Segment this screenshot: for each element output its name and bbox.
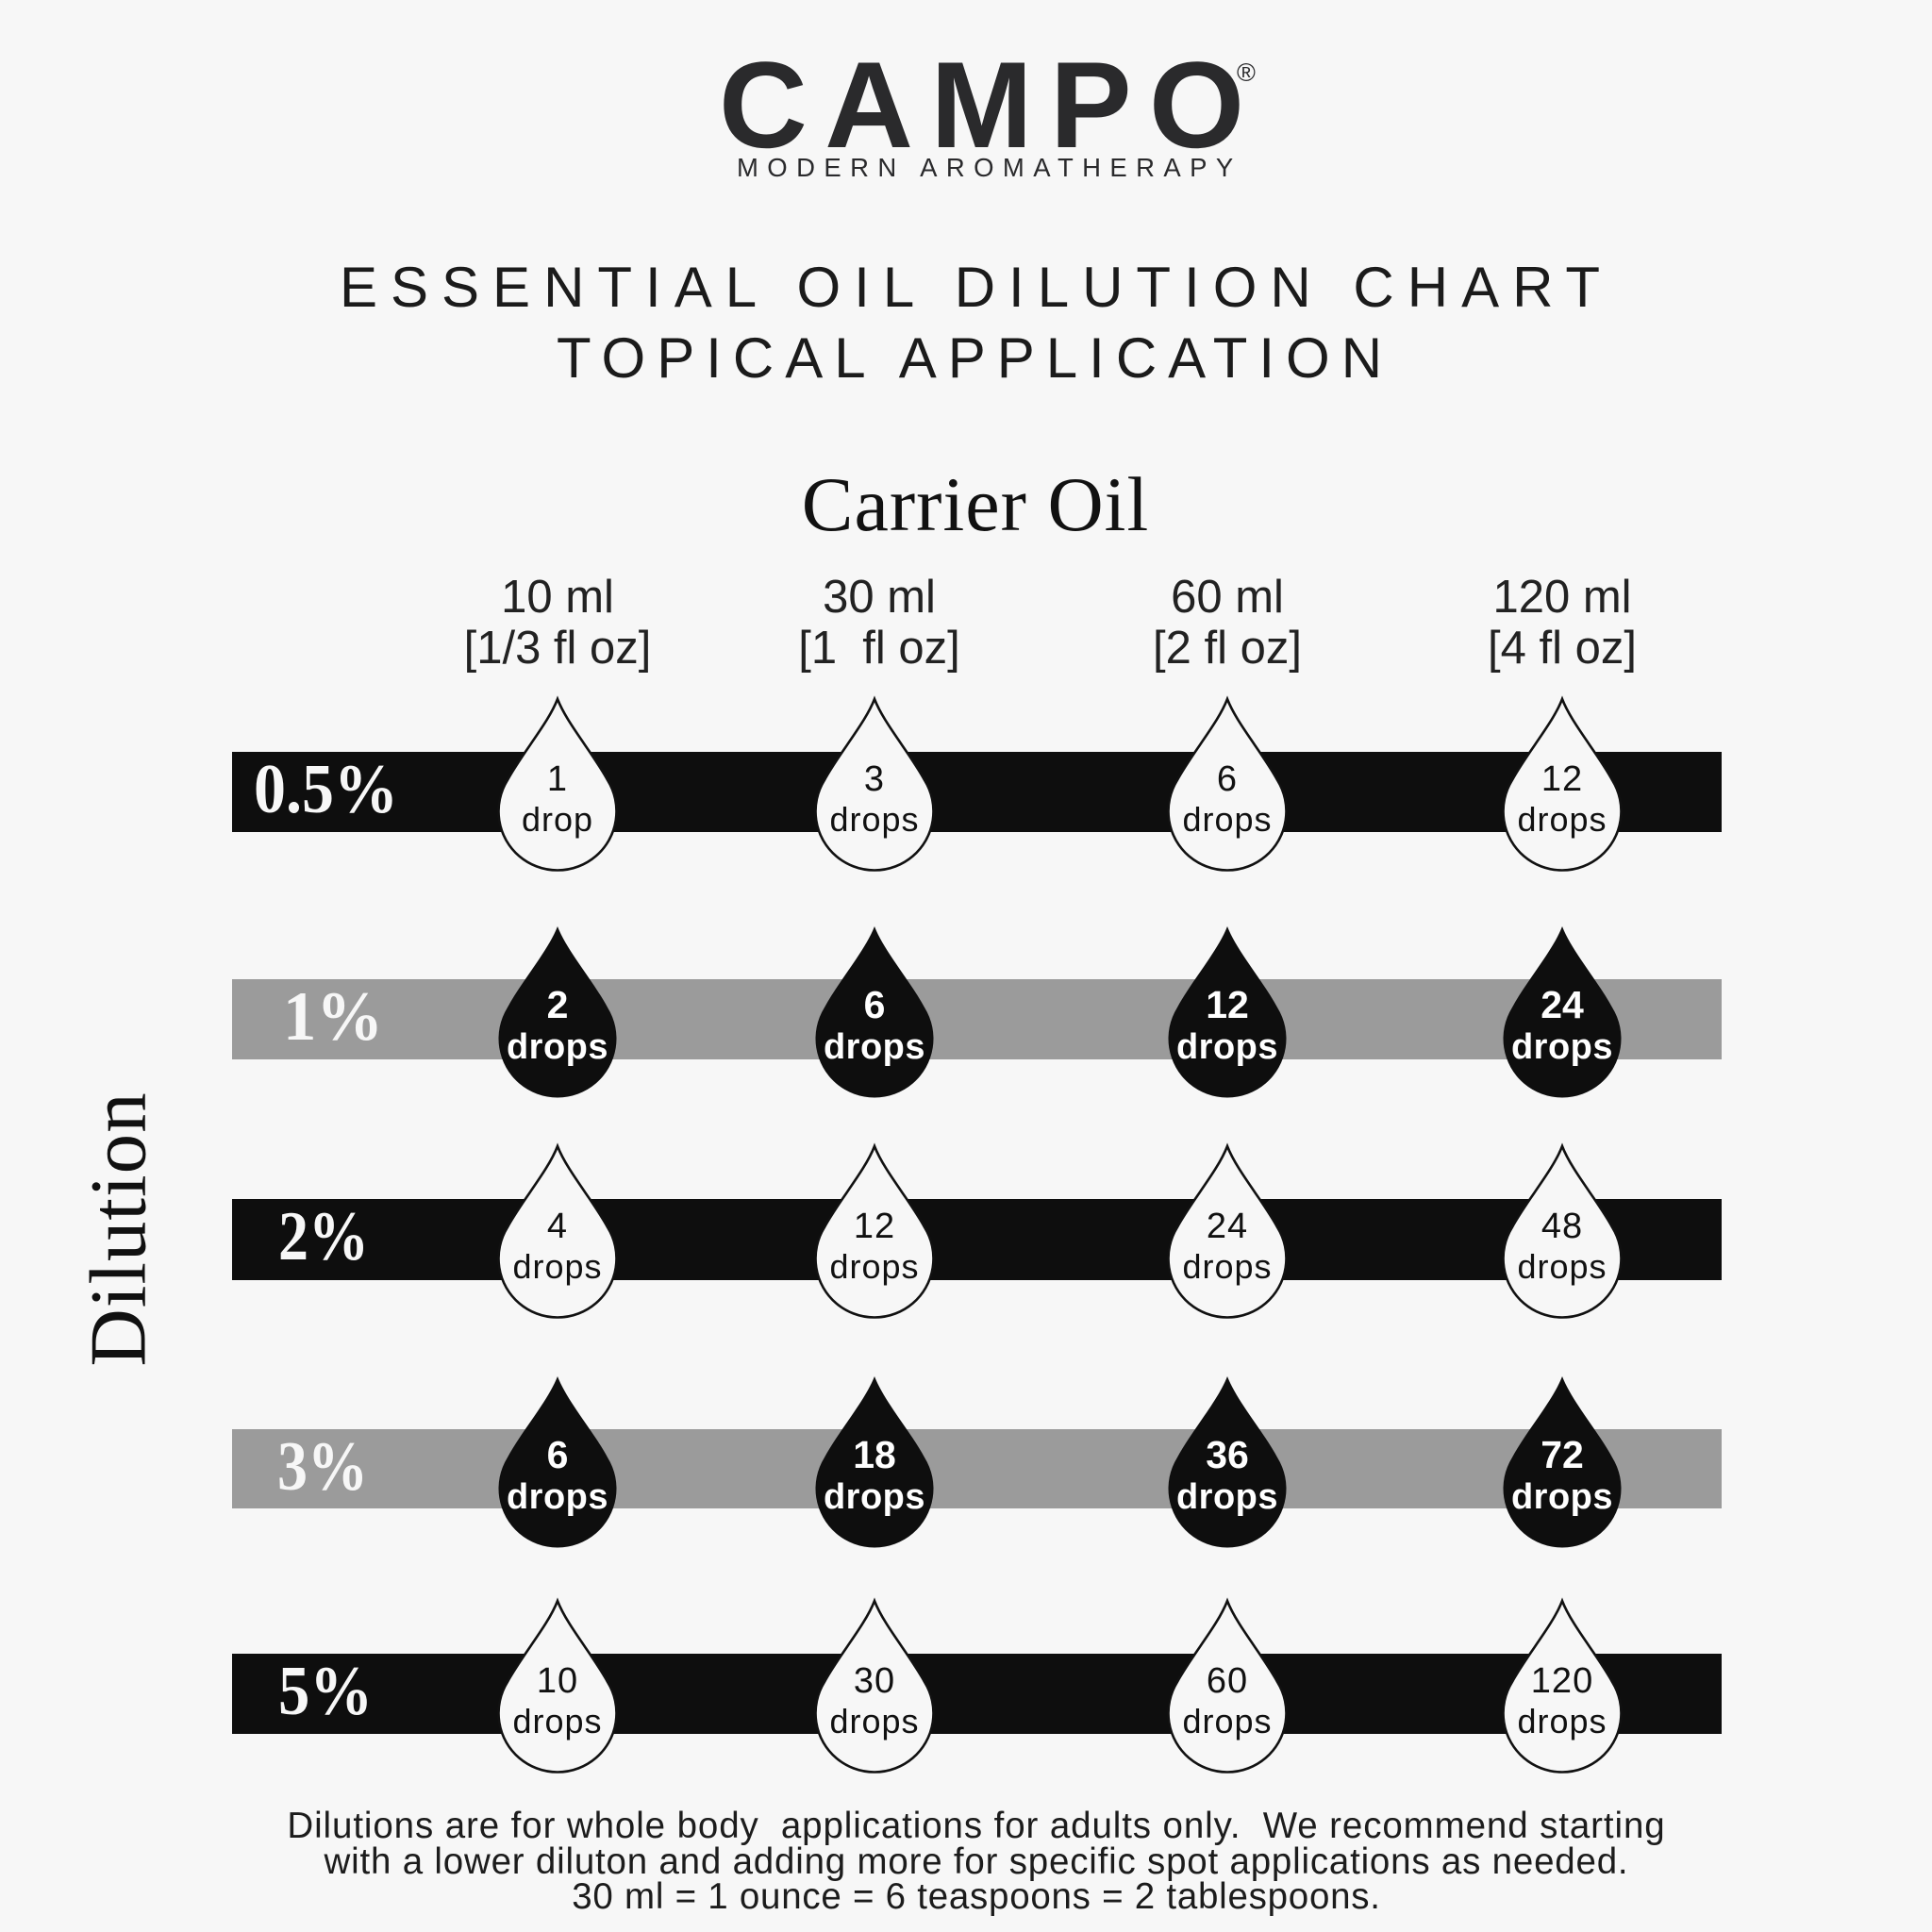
svg-text:drops: drops bbox=[1517, 800, 1607, 839]
svg-text:drops: drops bbox=[1182, 1702, 1272, 1740]
svg-text:3%: 3% bbox=[277, 1428, 368, 1506]
svg-text:drops: drops bbox=[1517, 1702, 1607, 1740]
svg-text:drops: drops bbox=[1182, 1247, 1272, 1286]
svg-text:drops: drops bbox=[1176, 1027, 1278, 1067]
svg-text:24: 24 bbox=[1541, 983, 1584, 1026]
svg-text:drops: drops bbox=[512, 1702, 602, 1740]
svg-text:0.5%: 0.5% bbox=[254, 751, 398, 828]
svg-text:6: 6 bbox=[864, 983, 886, 1026]
svg-text:6: 6 bbox=[547, 1433, 569, 1476]
svg-text:12: 12 bbox=[1541, 759, 1583, 799]
svg-text:36: 36 bbox=[1206, 1433, 1249, 1476]
svg-text:2: 2 bbox=[547, 983, 569, 1026]
svg-text:60: 60 bbox=[1207, 1661, 1248, 1701]
svg-text:12: 12 bbox=[1206, 983, 1249, 1026]
svg-text:drops: drops bbox=[1176, 1477, 1278, 1517]
svg-text:drops: drops bbox=[512, 1247, 602, 1286]
svg-text:drop: drop bbox=[522, 800, 593, 839]
svg-text:drops: drops bbox=[829, 1247, 919, 1286]
svg-text:5%: 5% bbox=[278, 1653, 373, 1730]
svg-text:drops: drops bbox=[824, 1477, 925, 1517]
svg-text:72: 72 bbox=[1541, 1433, 1584, 1476]
svg-text:18: 18 bbox=[853, 1433, 896, 1476]
svg-text:10: 10 bbox=[537, 1661, 578, 1701]
svg-text:12: 12 bbox=[854, 1207, 895, 1246]
svg-text:drops: drops bbox=[1517, 1247, 1607, 1286]
svg-text:120: 120 bbox=[1531, 1661, 1593, 1701]
svg-text:drops: drops bbox=[1511, 1027, 1613, 1067]
svg-text:30: 30 bbox=[854, 1661, 895, 1701]
svg-text:2%: 2% bbox=[278, 1198, 369, 1275]
svg-text:drops: drops bbox=[1511, 1477, 1613, 1517]
svg-text:48: 48 bbox=[1541, 1207, 1583, 1246]
svg-text:1: 1 bbox=[547, 759, 568, 799]
svg-text:drops: drops bbox=[829, 1702, 919, 1740]
svg-text:4: 4 bbox=[547, 1207, 568, 1246]
svg-text:drops: drops bbox=[824, 1027, 925, 1067]
svg-text:drops: drops bbox=[507, 1027, 608, 1067]
svg-text:6: 6 bbox=[1217, 759, 1238, 799]
svg-text:24: 24 bbox=[1207, 1207, 1248, 1246]
svg-text:drops: drops bbox=[829, 800, 919, 839]
svg-text:3: 3 bbox=[864, 759, 885, 799]
svg-text:drops: drops bbox=[507, 1477, 608, 1517]
svg-text:1%: 1% bbox=[283, 978, 383, 1056]
svg-text:drops: drops bbox=[1182, 800, 1272, 839]
